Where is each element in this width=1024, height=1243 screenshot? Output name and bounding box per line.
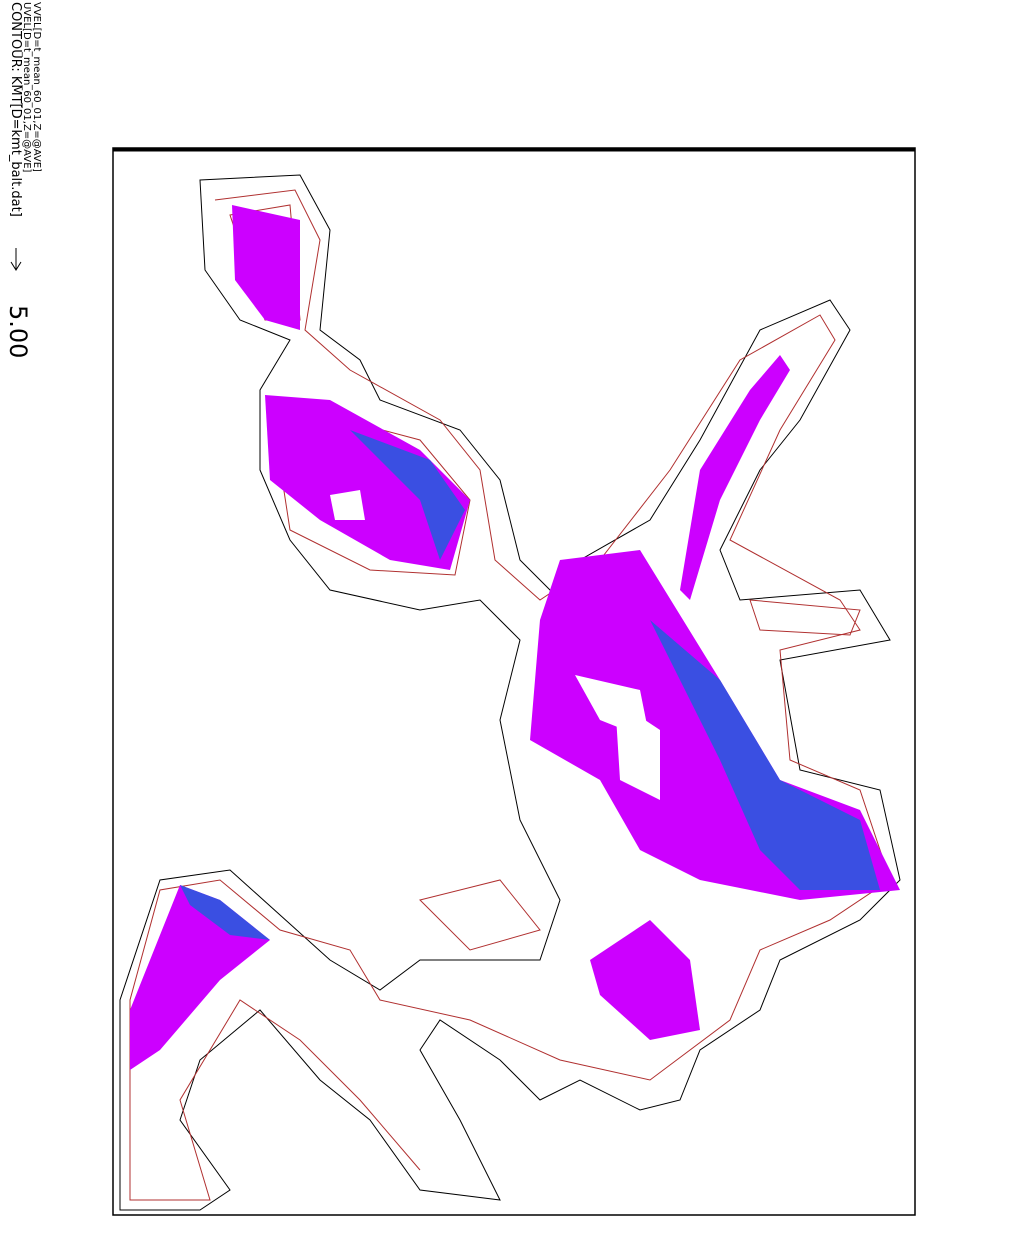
header-line: UVEL[D=t_mean_60_01,Z=@AVE] — [21, 2, 32, 173]
speed-field — [130, 205, 900, 1070]
vector-scale: 5.00 — [4, 305, 32, 358]
plot-frame — [112, 147, 916, 1216]
land-outline — [119, 174, 901, 1211]
depth-contours — [129, 189, 891, 1201]
vector-key-head — [10, 261, 22, 271]
header-line: VVEL[D=t_mean_60_01,Z=@AVE] — [31, 2, 42, 172]
header-line: CONTOUR: KMT[D=kmt_balt.dat] — [8, 2, 23, 217]
